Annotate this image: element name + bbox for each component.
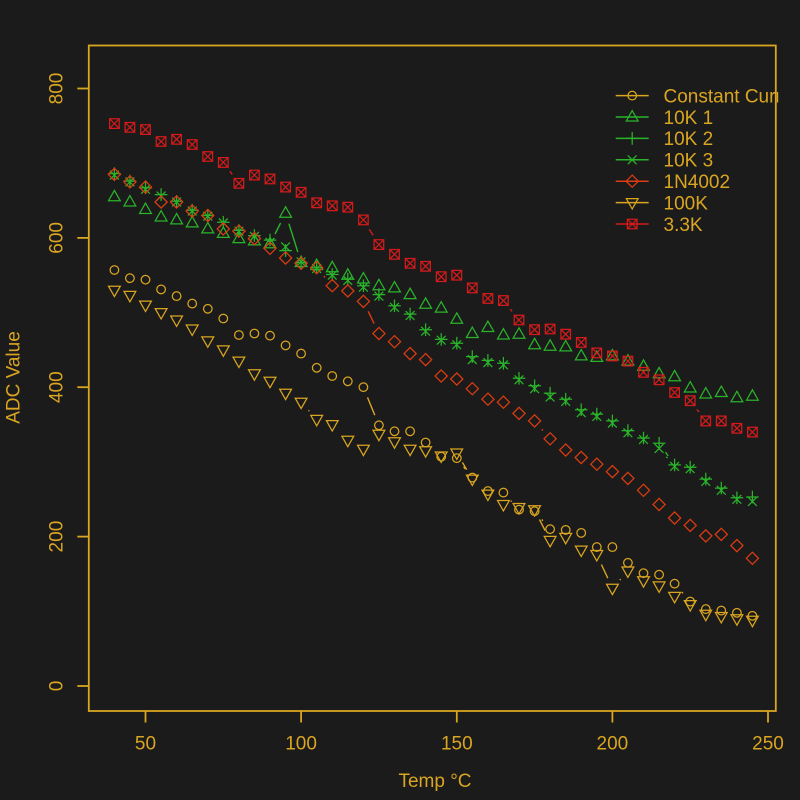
svg-text:1N4002: 1N4002 xyxy=(664,172,731,193)
svg-text:Temp °C: Temp °C xyxy=(398,771,471,792)
svg-text:250: 250 xyxy=(752,734,784,755)
svg-text:Constant Current: Constant Current xyxy=(664,86,800,107)
svg-text:400: 400 xyxy=(47,371,68,403)
svg-text:10K 1: 10K 1 xyxy=(664,108,714,129)
svg-text:150: 150 xyxy=(441,734,473,755)
svg-text:0: 0 xyxy=(47,681,68,692)
svg-text:ADC Value: ADC Value xyxy=(4,331,25,424)
svg-text:200: 200 xyxy=(47,521,68,553)
svg-text:600: 600 xyxy=(47,222,68,254)
svg-text:3.3K: 3.3K xyxy=(664,215,703,236)
svg-text:800: 800 xyxy=(47,73,68,105)
svg-text:200: 200 xyxy=(597,734,629,755)
svg-text:10K 2: 10K 2 xyxy=(664,129,714,150)
svg-text:100: 100 xyxy=(285,734,317,755)
svg-text:10K 3: 10K 3 xyxy=(664,151,714,172)
svg-text:100K: 100K xyxy=(664,193,709,214)
svg-text:50: 50 xyxy=(135,734,156,755)
